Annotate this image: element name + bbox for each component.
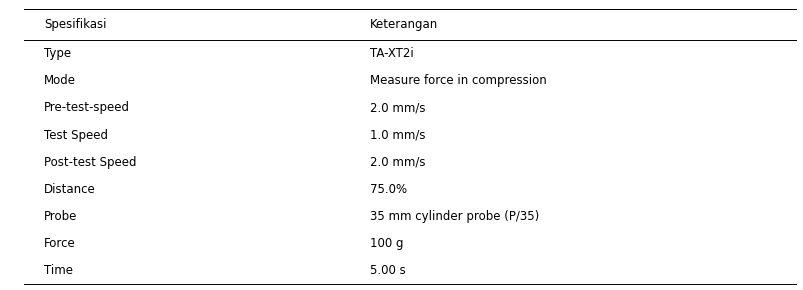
Text: Probe: Probe [44,210,78,223]
Text: 2.0 mm/s: 2.0 mm/s [369,156,425,169]
Text: 5.00 s: 5.00 s [369,264,405,277]
Text: Keterangan: Keterangan [369,18,438,31]
Text: Distance: Distance [44,183,96,196]
Text: Spesifikasi: Spesifikasi [44,18,107,31]
Text: 100 g: 100 g [369,237,403,250]
Text: Test Speed: Test Speed [44,128,108,142]
Text: Type: Type [44,47,71,60]
Text: Force: Force [44,237,75,250]
Text: Post-test Speed: Post-test Speed [44,156,137,169]
Text: 35 mm cylinder probe (P/35): 35 mm cylinder probe (P/35) [369,210,539,223]
Text: 2.0 mm/s: 2.0 mm/s [369,102,425,115]
Text: 75.0%: 75.0% [369,183,406,196]
Text: Pre-test-speed: Pre-test-speed [44,102,130,115]
Text: TA-XT2i: TA-XT2i [369,47,413,60]
Text: Measure force in compression: Measure force in compression [369,74,546,87]
Text: Mode: Mode [44,74,76,87]
Text: Time: Time [44,264,73,277]
Text: 1.0 mm/s: 1.0 mm/s [369,128,425,142]
